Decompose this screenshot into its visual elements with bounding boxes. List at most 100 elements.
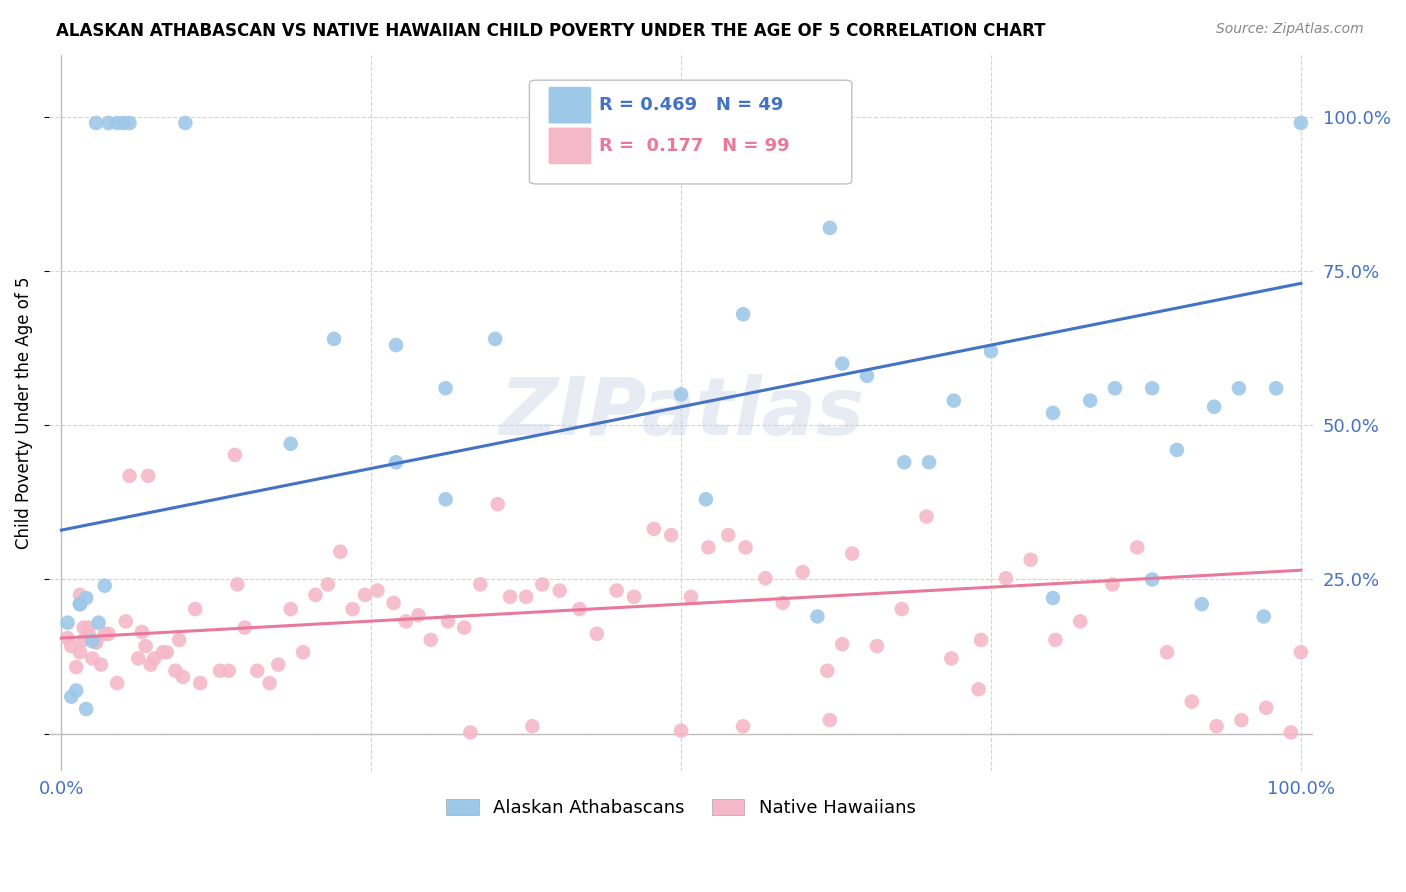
Point bbox=[1126, 541, 1149, 555]
Point bbox=[643, 522, 665, 536]
Point bbox=[890, 602, 912, 616]
Point bbox=[1156, 645, 1178, 659]
Point bbox=[1104, 381, 1126, 395]
Point bbox=[1191, 597, 1213, 611]
Point bbox=[82, 634, 104, 648]
Point bbox=[522, 719, 544, 733]
Point bbox=[792, 565, 814, 579]
Point bbox=[69, 588, 91, 602]
Point bbox=[499, 590, 522, 604]
Point bbox=[484, 332, 506, 346]
Point bbox=[77, 621, 100, 635]
Text: Source: ZipAtlas.com: Source: ZipAtlas.com bbox=[1216, 22, 1364, 37]
Point bbox=[156, 645, 179, 659]
Point bbox=[60, 690, 83, 704]
Point bbox=[1078, 393, 1101, 408]
Point bbox=[87, 615, 110, 630]
Point bbox=[1265, 381, 1288, 395]
Point bbox=[323, 332, 346, 346]
Text: ZIPatlas: ZIPatlas bbox=[499, 374, 863, 452]
Point bbox=[131, 624, 153, 639]
Point bbox=[94, 579, 117, 593]
Point bbox=[866, 639, 889, 653]
Point bbox=[1227, 381, 1250, 395]
Point bbox=[65, 660, 87, 674]
Point bbox=[56, 615, 79, 630]
Point bbox=[259, 676, 281, 690]
Point bbox=[408, 608, 430, 623]
Point bbox=[174, 116, 197, 130]
Point bbox=[165, 664, 187, 678]
Point bbox=[1289, 116, 1312, 130]
Point bbox=[354, 588, 377, 602]
Point bbox=[1042, 406, 1064, 420]
Point bbox=[733, 307, 755, 321]
Point bbox=[841, 547, 863, 561]
Point bbox=[118, 468, 141, 483]
Point bbox=[73, 621, 96, 635]
Text: ALASKAN ATHABASCAN VS NATIVE HAWAIIAN CHILD POVERTY UNDER THE AGE OF 5 CORRELATI: ALASKAN ATHABASCAN VS NATIVE HAWAIIAN CH… bbox=[56, 22, 1046, 40]
FancyBboxPatch shape bbox=[530, 80, 852, 184]
Point bbox=[695, 492, 717, 507]
Point bbox=[97, 116, 120, 130]
Point bbox=[568, 602, 591, 616]
Point bbox=[434, 492, 457, 507]
Point bbox=[65, 683, 87, 698]
Point bbox=[941, 651, 963, 665]
Point bbox=[385, 338, 408, 352]
Point bbox=[184, 602, 207, 616]
Point bbox=[139, 657, 162, 672]
Point bbox=[679, 590, 702, 604]
Point bbox=[453, 621, 475, 635]
Point bbox=[733, 719, 755, 733]
Point bbox=[1069, 615, 1091, 629]
Point bbox=[419, 632, 441, 647]
Point bbox=[118, 116, 141, 130]
Point bbox=[342, 602, 364, 616]
Point bbox=[292, 645, 315, 659]
Point bbox=[515, 590, 537, 604]
Point bbox=[659, 528, 682, 542]
Point bbox=[90, 657, 112, 672]
Point bbox=[915, 509, 938, 524]
Point bbox=[1019, 552, 1042, 566]
Point bbox=[918, 455, 941, 469]
Point bbox=[105, 676, 128, 690]
Point bbox=[1204, 400, 1226, 414]
Point bbox=[112, 116, 135, 130]
Point bbox=[1256, 700, 1278, 714]
Point bbox=[60, 639, 83, 653]
Point bbox=[980, 344, 1002, 359]
Point bbox=[172, 670, 194, 684]
Point bbox=[69, 597, 91, 611]
Point bbox=[69, 597, 91, 611]
Point bbox=[571, 116, 593, 130]
Point bbox=[994, 571, 1017, 585]
Point bbox=[1230, 713, 1253, 727]
Point bbox=[382, 596, 405, 610]
Point bbox=[84, 635, 107, 649]
Point bbox=[280, 436, 302, 450]
Point bbox=[717, 528, 740, 542]
Point bbox=[486, 497, 509, 511]
Point bbox=[437, 615, 460, 629]
Point bbox=[818, 713, 841, 727]
Point bbox=[167, 632, 190, 647]
Point bbox=[304, 588, 326, 602]
Point bbox=[697, 541, 720, 555]
Point bbox=[73, 632, 96, 647]
Point bbox=[1181, 695, 1204, 709]
Point bbox=[75, 702, 97, 716]
Point bbox=[94, 626, 117, 640]
Point bbox=[669, 387, 692, 401]
Text: R = 0.469   N = 49: R = 0.469 N = 49 bbox=[599, 96, 783, 114]
Point bbox=[188, 676, 211, 690]
Point bbox=[152, 645, 174, 659]
Point bbox=[1140, 573, 1163, 587]
Point bbox=[734, 541, 756, 555]
Point bbox=[127, 651, 149, 665]
Point bbox=[1289, 645, 1312, 659]
Point bbox=[84, 635, 107, 649]
Point bbox=[815, 664, 838, 678]
Point bbox=[1140, 381, 1163, 395]
